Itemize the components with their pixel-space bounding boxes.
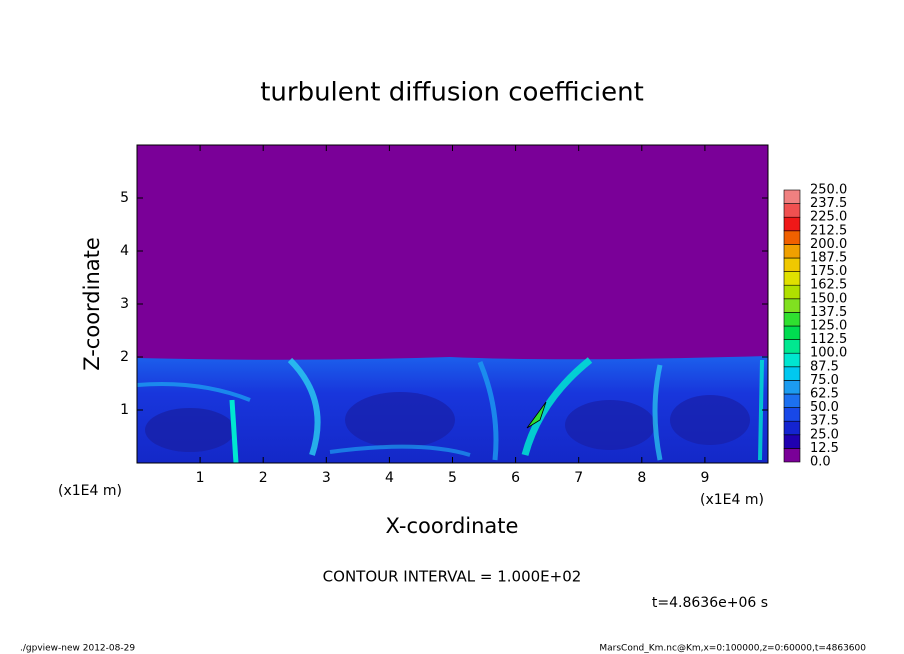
y-tick-label: 5 bbox=[120, 190, 129, 206]
chart-title: turbulent diffusion coefficient bbox=[260, 78, 644, 108]
colorbar-box bbox=[783, 380, 801, 395]
colorbar-label: 0.0 bbox=[810, 455, 831, 470]
x-tick-label: 9 bbox=[700, 470, 709, 486]
colorbar-box bbox=[783, 230, 801, 245]
colorbar-label: 75.0 bbox=[810, 373, 839, 388]
x-tick-label: 7 bbox=[574, 470, 583, 486]
colorbar-label: 237.5 bbox=[810, 196, 847, 211]
x-tick-label: 3 bbox=[322, 470, 331, 486]
colorbar-box bbox=[783, 448, 801, 463]
colorbar-box bbox=[783, 407, 801, 422]
colorbar-label: 187.5 bbox=[810, 251, 847, 266]
x-tick-label: 2 bbox=[259, 470, 268, 486]
x-unit-label: (x1E4 m) bbox=[58, 483, 122, 499]
colorbar-box bbox=[783, 366, 801, 381]
y-tick-label: 3 bbox=[120, 296, 129, 312]
colorbar-label: 125.0 bbox=[810, 319, 847, 334]
colorbar-box bbox=[783, 284, 801, 300]
colorbar-label: 50.0 bbox=[810, 400, 839, 415]
x-tick-label: 4 bbox=[385, 470, 394, 486]
colorbar-label: 87.5 bbox=[810, 359, 839, 374]
colorbar-box bbox=[783, 339, 801, 354]
colorbar-label: 225.0 bbox=[810, 210, 847, 225]
time-label: t=4.8636e+06 s bbox=[652, 595, 768, 611]
colorbar-label: 12.5 bbox=[810, 441, 839, 456]
colorbar-box bbox=[783, 312, 801, 327]
colorbar-label: 25.0 bbox=[810, 427, 839, 442]
x-tick-label: 8 bbox=[637, 470, 646, 486]
y-tick-label: 4 bbox=[120, 243, 129, 259]
x-unit-label: (x1E4 m) bbox=[700, 492, 764, 508]
x-tick-label: 5 bbox=[448, 470, 457, 486]
colorbar-label: 200.0 bbox=[810, 237, 847, 252]
footer-left: ./gpview-new 2012-08-29 bbox=[20, 644, 135, 654]
colorbar-label: 137.5 bbox=[810, 305, 847, 320]
x-axis-label: X-coordinate bbox=[386, 514, 519, 538]
y-tick-label: 1 bbox=[120, 402, 129, 418]
field bbox=[137, 145, 768, 463]
colorbar-box bbox=[783, 271, 801, 286]
colorbar-label: 175.0 bbox=[810, 264, 847, 279]
colorbar-box bbox=[783, 189, 801, 204]
colorbar-box bbox=[783, 244, 801, 259]
contour-interval: CONTOUR INTERVAL = 1.000E+02 bbox=[323, 568, 582, 586]
colorbar-box bbox=[783, 257, 801, 272]
colorbar-label: 162.5 bbox=[810, 278, 847, 293]
colorbar-label: 150.0 bbox=[810, 291, 847, 306]
footer-right: MarsCond_Km.nc@Km,x=0:100000,z=0:60000,t… bbox=[599, 644, 866, 654]
colorbar-label: 100.0 bbox=[810, 346, 847, 361]
colorbar-box bbox=[783, 325, 801, 340]
x-tick-label: 6 bbox=[511, 470, 520, 486]
y-axis-label: Z-coordinate bbox=[80, 237, 104, 371]
colorbar-box bbox=[783, 393, 801, 408]
colorbar-box bbox=[783, 298, 801, 313]
colorbar-box bbox=[783, 216, 801, 232]
colorbar-box bbox=[783, 420, 801, 436]
colorbar-label: 212.5 bbox=[810, 223, 847, 238]
colorbar-label: 112.5 bbox=[810, 332, 847, 347]
colorbar-label: 37.5 bbox=[810, 414, 839, 429]
colorbar-box bbox=[783, 352, 801, 368]
colorbar-label: 250.0 bbox=[810, 183, 847, 198]
colorbar-box bbox=[783, 203, 801, 218]
colorbar-box bbox=[783, 434, 801, 449]
colorbar-label: 62.5 bbox=[810, 387, 839, 402]
x-tick-label: 1 bbox=[196, 470, 205, 486]
y-tick-label: 2 bbox=[120, 349, 129, 365]
